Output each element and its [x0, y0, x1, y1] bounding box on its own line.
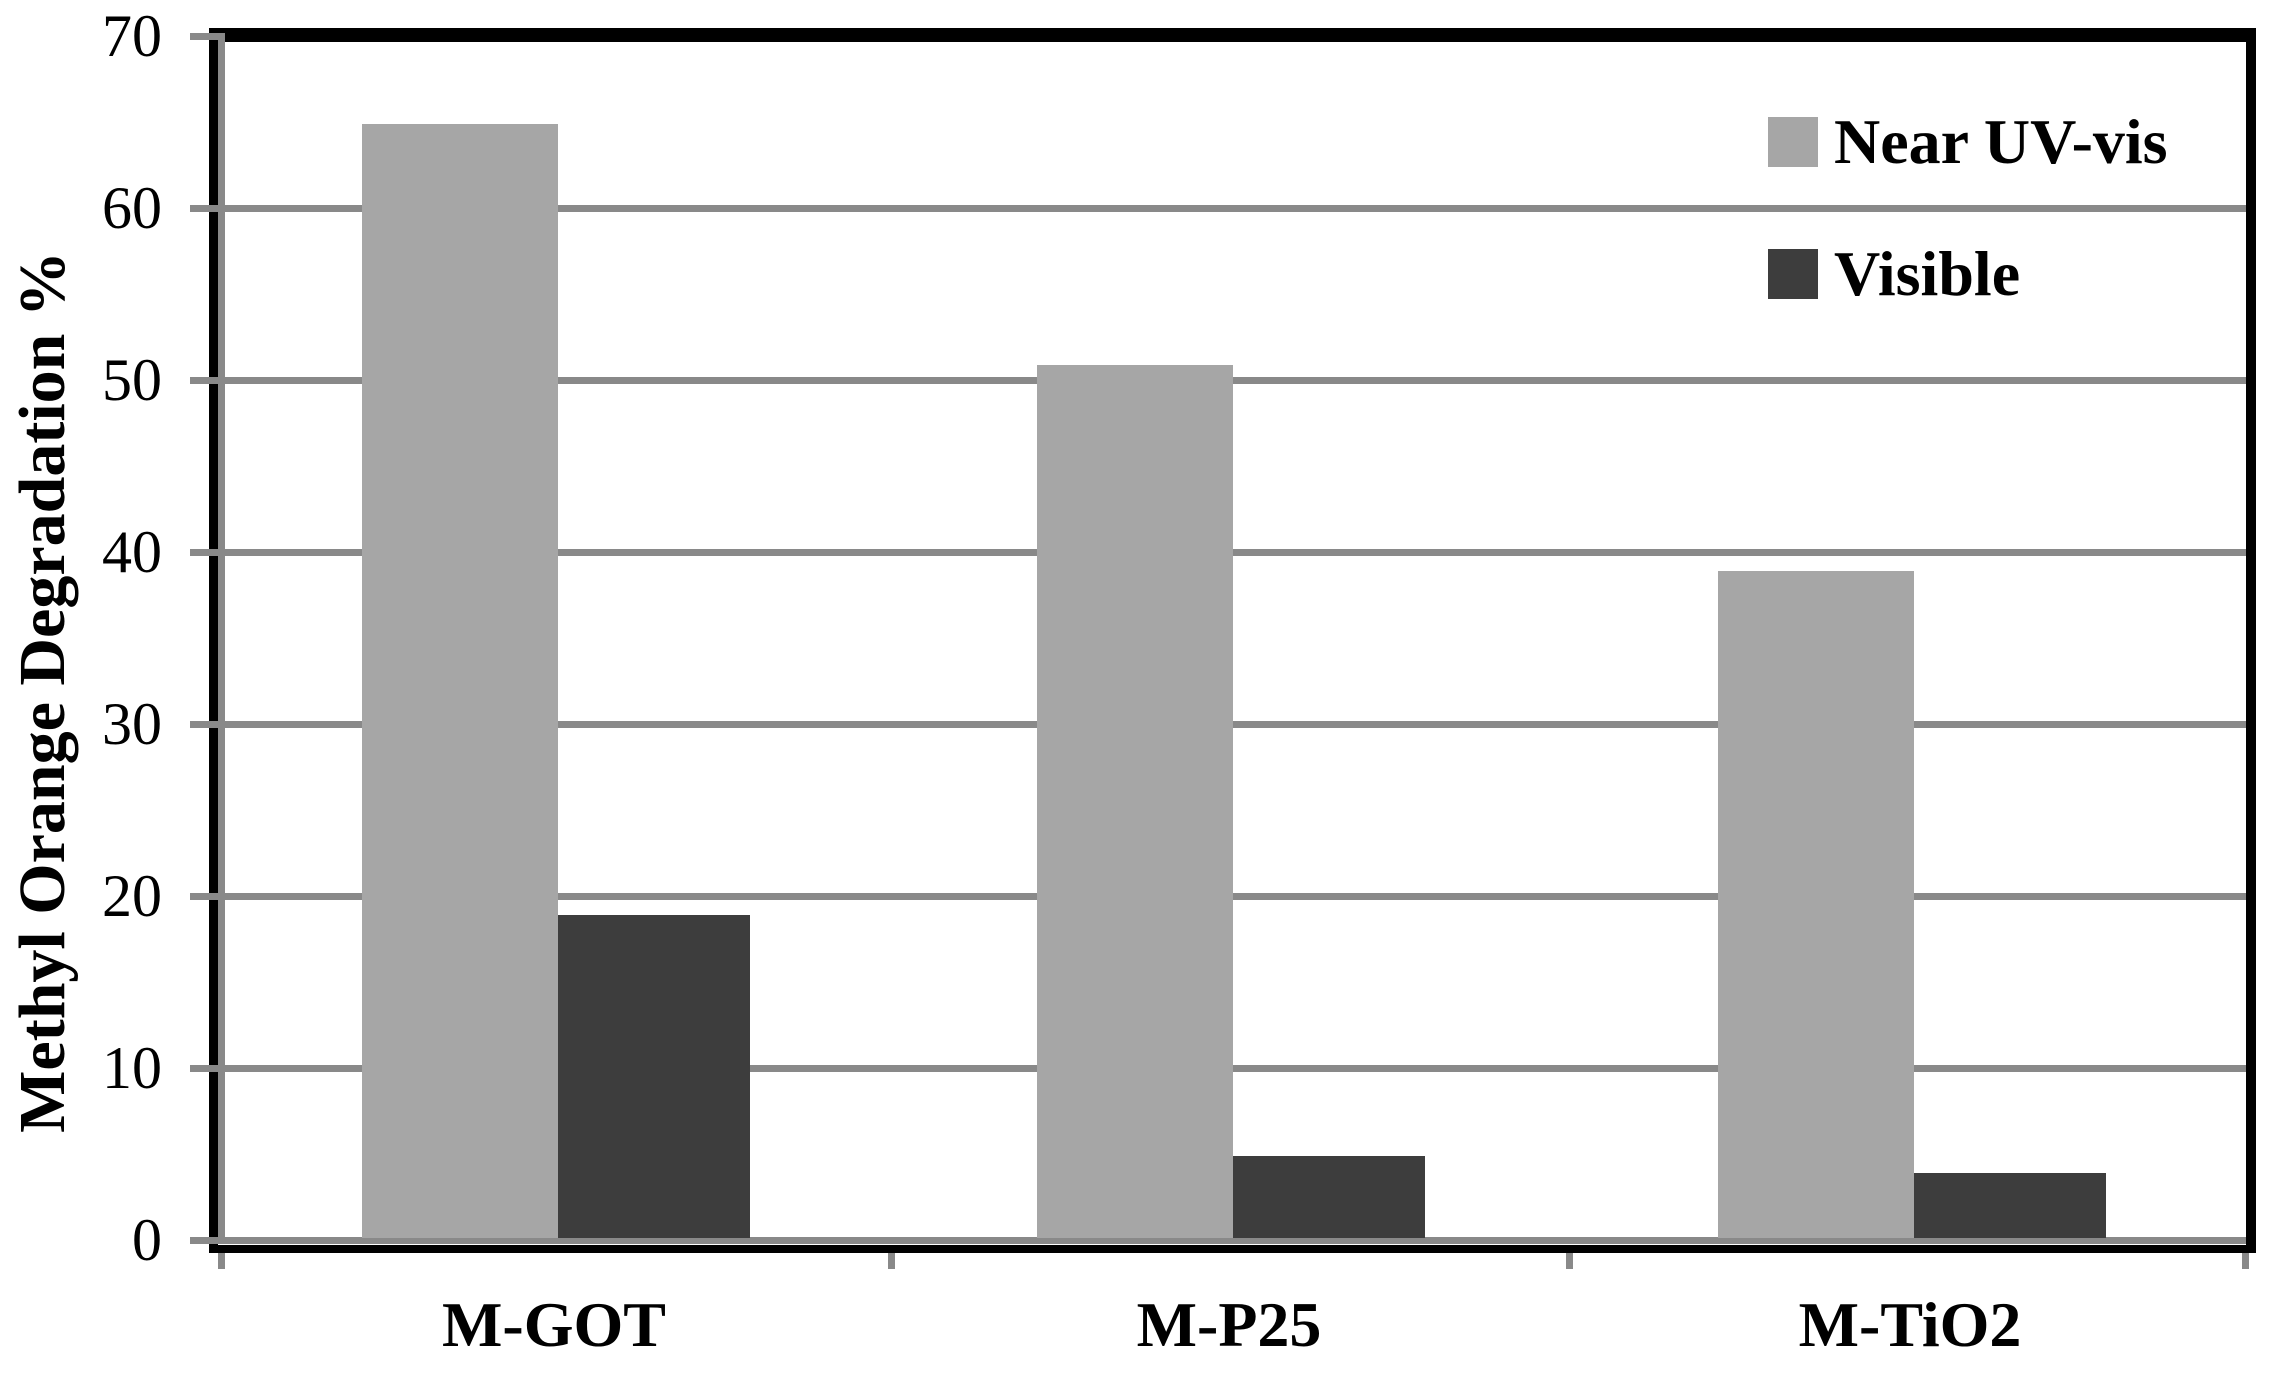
y-tick-label-60: 60: [102, 175, 162, 241]
y-tick-60: [190, 205, 225, 212]
x-category-label-m-p25: M-P25: [1136, 1289, 1322, 1360]
bar-m-got-visible: [558, 915, 750, 1238]
x-tick-3: [2242, 1253, 2249, 1269]
x-tick-2: [1566, 1253, 1573, 1269]
x-axis-zero-line: [218, 1237, 2246, 1244]
y-tick-30: [190, 721, 225, 728]
y-tick-label-50: 50: [102, 347, 162, 413]
x-tick-1: [888, 1253, 895, 1269]
legend-label-near-uv-vis: Near UV-vis: [1834, 106, 2168, 177]
y-tick-label-70: 70: [102, 3, 162, 69]
bar-m-p25-near-uv-vis: [1037, 365, 1233, 1238]
y-tick-label-30: 30: [102, 691, 162, 757]
x-category-label-m-tio2: M-TiO2: [1798, 1289, 2022, 1360]
y-tick-label-0: 0: [132, 1207, 162, 1273]
legend-label-visible: Visible: [1834, 238, 2021, 309]
y-tick-label-10: 10: [102, 1035, 162, 1101]
bar-m-p25-visible: [1233, 1156, 1425, 1238]
x-category-label-m-got: M-GOT: [442, 1289, 666, 1360]
y-tick-20: [190, 893, 225, 900]
bar-m-got-near-uv-vis: [362, 124, 558, 1238]
x-tick-0: [218, 1253, 225, 1269]
legend-swatch-near-uv-vis: [1768, 117, 1818, 167]
legend-entry-near-uv-vis: Near UV-vis: [1768, 106, 2168, 177]
gridline-60: [218, 205, 2246, 212]
y-tick-10: [190, 1065, 225, 1072]
y-tick-0: [190, 1237, 225, 1244]
bar-m-tio2-near-uv-vis: [1718, 571, 1914, 1238]
legend-entry-visible: Visible: [1768, 238, 2021, 309]
legend-swatch-visible: [1768, 249, 1818, 299]
y-tick-label-20: 20: [102, 863, 162, 929]
y-tick-50: [190, 377, 225, 384]
y-tick-70: [190, 33, 225, 40]
bar-m-tio2-visible: [1914, 1173, 2106, 1238]
y-tick-40: [190, 549, 225, 556]
y-axis-gray-line: [218, 36, 225, 1244]
y-tick-label-40: 40: [102, 519, 162, 585]
